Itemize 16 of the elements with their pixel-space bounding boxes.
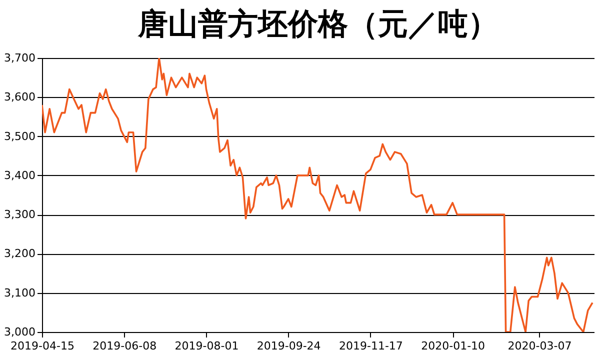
x-tick-label: 2019-11-17 [338, 340, 403, 352]
y-tick-label: 3,100 [4, 286, 36, 300]
y-tick-label: 3,400 [4, 168, 36, 182]
y-tick-label: 3,200 [4, 247, 36, 260]
x-tick-label: 2019-08-01 [174, 340, 239, 352]
x-tick-label: 2019-09-24 [256, 340, 321, 352]
x-tick-label: 2019-06-08 [92, 340, 157, 352]
chart-title: 唐山普方坯价格（元／吨） [137, 7, 498, 42]
y-tick-label: 3,500 [4, 130, 36, 143]
y-tick-label: 3,000 [4, 326, 36, 338]
y-tick-label: 3,300 [4, 208, 36, 222]
y-tick-label: 3,600 [4, 90, 36, 104]
x-tick-label: 2020-03-07 [508, 340, 572, 352]
x-tick-label: 2019-04-15 [10, 340, 74, 352]
y-tick-label: 3,700 [4, 52, 36, 64]
x-tick-label: 2020-01-10 [421, 340, 486, 352]
